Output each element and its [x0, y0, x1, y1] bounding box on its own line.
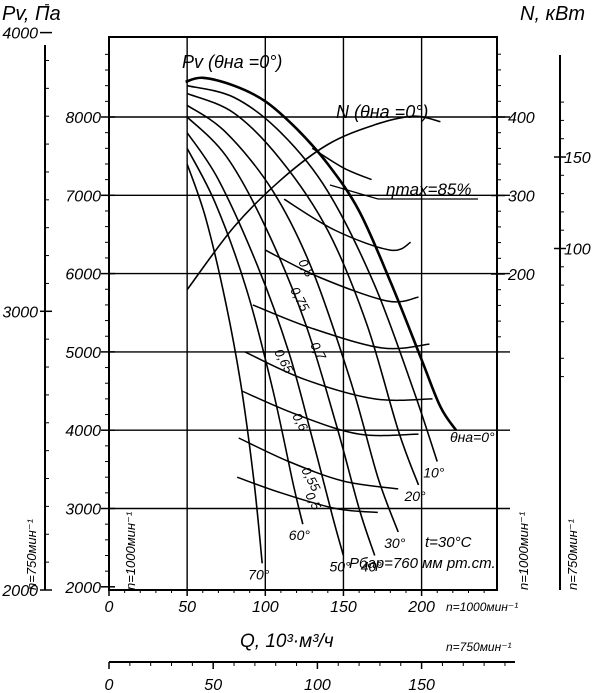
vane-angle-label-70°: 70° — [248, 566, 270, 582]
x750-tick-label-0: 0 — [105, 677, 114, 693]
n750-tick-label-100: 100 — [564, 242, 591, 259]
pv750-tick-label-2000: 2000 — [1, 583, 38, 600]
pv750-tick-label-4000: 4000 — [2, 26, 38, 43]
x-tick-label-0: 0 — [105, 599, 114, 616]
pv-curve-10° — [186, 84, 438, 462]
x-axis-title: Q, 10³·м³/ч — [240, 631, 334, 652]
vane-angle-label-10°: 10° — [423, 465, 445, 481]
power-curve — [186, 115, 441, 291]
pv-tick-label-8000: 8000 — [65, 110, 101, 127]
n-tick-label-200: 200 — [507, 267, 535, 284]
pv-tick-label-3000: 3000 — [65, 502, 101, 519]
efficiency-curve-0,7 — [252, 304, 430, 350]
pv-curve-50° — [186, 132, 345, 556]
n-tick-label-400: 400 — [508, 110, 535, 127]
x-tick-label-200: 200 — [407, 599, 435, 616]
pv-tick-label-4000: 4000 — [65, 423, 101, 440]
efficiency-curve-0,65 — [244, 351, 433, 402]
x750-tick-label-100: 100 — [304, 677, 331, 693]
pv750-tick-label-3000: 3000 — [2, 304, 38, 321]
pv-curve-60° — [186, 147, 304, 525]
speed-label-n-1000: n=1000мин⁻¹ — [516, 511, 531, 590]
pv-curve-70° — [186, 163, 263, 564]
labels-layer: θна=0°10°20°30°40°50°60°70°0,80,750,70,6… — [248, 256, 495, 582]
pv-tick-label-7000: 7000 — [65, 188, 101, 205]
n-tick-label-300: 300 — [508, 189, 535, 206]
vane-angle-label-20°: 20° — [403, 488, 426, 504]
vane-angle-label-50°: 50° — [329, 558, 351, 574]
vane-angle-label-θна=0°: θна=0° — [450, 429, 495, 445]
x750-tick-label-150: 150 — [408, 677, 435, 693]
temperature-label: t=30°C — [425, 534, 472, 551]
pv-axis-title: Pv, Па — [2, 3, 61, 25]
pv-tick-label-2000: 2000 — [64, 580, 101, 597]
vane-angle-label-60°: 60° — [289, 527, 311, 543]
x-tick-label-150: 150 — [330, 599, 357, 616]
pv-tick-label-6000: 6000 — [65, 267, 101, 284]
pv-curve-θна=0° — [185, 76, 458, 431]
speed-label-n-750: n=750мин⁻¹ — [565, 518, 580, 590]
efficiency-curve-0,6 — [241, 390, 419, 437]
pressure-label: Pбар=760 мм рт.ст. — [349, 555, 496, 572]
speed-label-x-750: n=750мин⁻¹ — [446, 640, 512, 654]
speed-label-pv-1000: n=1000мин⁻¹ — [123, 511, 138, 590]
n750-tick-label-150: 150 — [564, 150, 591, 167]
x-tick-label-100: 100 — [252, 599, 279, 616]
efficiency-curve-0,55 — [238, 437, 399, 490]
n-curve-label: N (θна =0°) — [336, 102, 428, 122]
plot-frame — [108, 36, 498, 591]
pv-curve-20° — [186, 92, 420, 486]
curves-layer — [185, 76, 478, 564]
n-axis-title: N, кВт — [520, 3, 585, 25]
eta-max-label: ηmax=85% — [386, 180, 472, 199]
x-tick-label-50: 50 — [178, 599, 196, 616]
pv-curve-label: Pv (θна =0°) — [182, 52, 282, 72]
speed-label-pv-750: n=750мин⁻¹ — [24, 518, 39, 590]
pv-curve-30° — [186, 104, 399, 533]
speed-label-x-1000: n=1000мин⁻¹ — [446, 600, 518, 614]
vane-angle-label-40°: 40° — [361, 558, 383, 574]
eta-max-leader — [329, 184, 478, 200]
vane-angle-label-30°: 30° — [384, 535, 406, 551]
x750-tick-label-50: 50 — [204, 677, 222, 693]
efficiency-curve-0,8 — [283, 198, 412, 252]
pv-tick-label-5000: 5000 — [65, 345, 101, 362]
pv-curve-40° — [186, 116, 376, 556]
